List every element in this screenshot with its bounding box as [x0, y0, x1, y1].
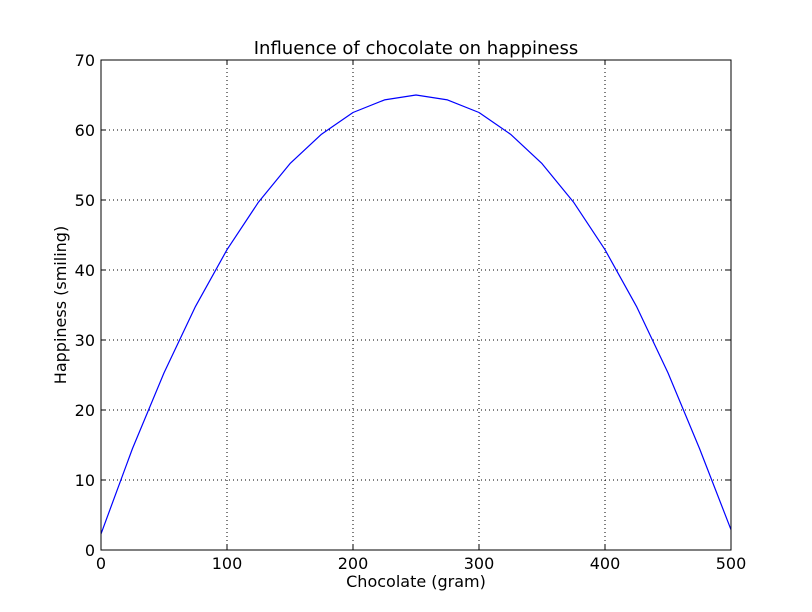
x-tick-label: 200	[338, 554, 369, 573]
y-tick-label: 30	[75, 331, 95, 350]
series-layer	[100, 94, 732, 535]
y-tick-label: 40	[75, 261, 95, 280]
plot-area	[101, 60, 731, 550]
x-axis-label: Chocolate (gram)	[346, 572, 486, 591]
grid	[101, 60, 731, 550]
x-tick-label: 400	[590, 554, 621, 573]
x-tick-label: 500	[716, 554, 747, 573]
y-tick-label: 0	[85, 541, 95, 560]
x-tick-labels: 0 100 200 300 400 500	[96, 554, 746, 573]
y-tick-label: 10	[75, 471, 95, 490]
y-tick-label: 50	[75, 191, 95, 210]
y-tick-labels: 0 10 20 30 40 50 60 70	[75, 51, 95, 560]
plot-frame	[100, 59, 732, 551]
x-tick-label: 100	[212, 554, 243, 573]
x-tick-label: 300	[464, 554, 495, 573]
axis-ticks	[100, 59, 732, 551]
chart-title: Influence of chocolate on happiness	[254, 38, 579, 59]
x-tick-label: 0	[96, 554, 106, 573]
y-tick-label: 70	[75, 51, 95, 70]
y-axis-label: Happiness (smiling)	[51, 226, 70, 384]
series-line	[100, 94, 732, 535]
y-tick-label: 60	[75, 121, 95, 140]
y-tick-label: 20	[75, 401, 95, 420]
